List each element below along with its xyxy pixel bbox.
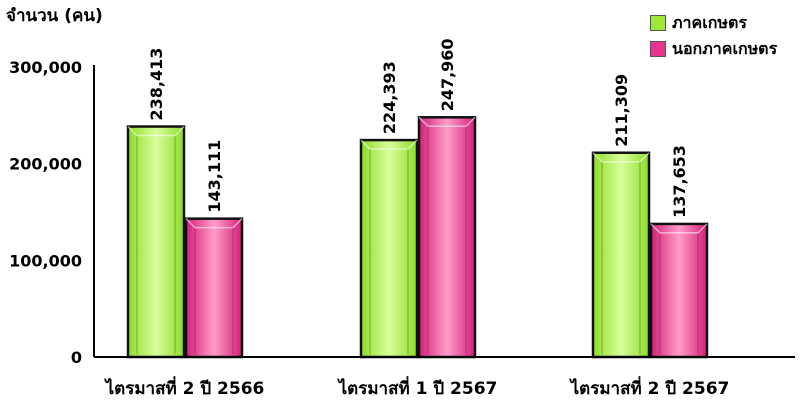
legend: ภาคเกษตร นอกภาคเกษตร	[650, 10, 777, 62]
legend-item-agri: ภาคเกษตร	[650, 10, 777, 36]
bar-bevel	[418, 116, 476, 128]
y-tick-label: 0	[71, 348, 82, 367]
bar-bevel	[360, 139, 418, 150]
bar-bevel	[185, 218, 243, 229]
data-label: 211,309	[612, 74, 631, 147]
x-tick-label: ไตรมาสที่ 2 ปี 2567	[569, 376, 730, 399]
data-label: 247,960	[438, 38, 457, 111]
bar-bevel	[127, 126, 185, 137]
legend-label-nonagri: นอกภาคเกษตร	[672, 38, 778, 58]
legend-swatch-nonagri	[650, 41, 666, 57]
bar-nonagri	[649, 222, 709, 359]
bar-nonagri	[417, 116, 477, 359]
data-label: 224,393	[380, 61, 399, 134]
y-axis-title: จำนวน (คน)	[6, 6, 103, 26]
legend-swatch-agri	[650, 15, 666, 31]
y-tick-label: 200,000	[9, 155, 82, 174]
legend-item-nonagri: นอกภาคเกษตร	[650, 36, 777, 62]
data-label: 137,653	[670, 145, 689, 218]
bar-agri	[359, 138, 419, 359]
bar-agri	[126, 125, 186, 359]
x-tick-label: ไตรมาสที่ 2 ปี 2566	[104, 376, 265, 399]
y-tick-label: 100,000	[9, 251, 82, 270]
bar-bevel	[592, 152, 650, 163]
bar-nonagri	[184, 217, 244, 359]
y-tick-label: 300,000	[9, 58, 82, 77]
data-label: 238,413	[147, 48, 166, 121]
x-tick-label: ไตรมาสที่ 1 ปี 2567	[337, 376, 498, 399]
bar-bevel	[650, 223, 708, 234]
legend-label-agri: ภาคเกษตร	[672, 12, 747, 32]
data-label: 143,111	[205, 140, 224, 213]
